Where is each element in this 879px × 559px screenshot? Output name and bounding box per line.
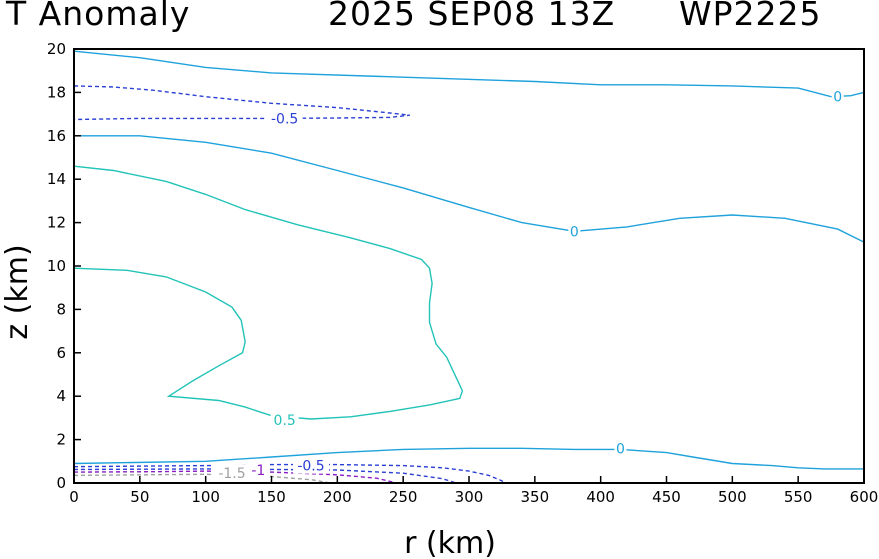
plot-frame [73, 48, 865, 484]
contour-line [74, 468, 457, 483]
contour-line [74, 85, 410, 121]
x-tick-label: 350 [521, 488, 550, 506]
storm-id-label: WP2225 [679, 0, 822, 33]
contour-label: -0.5 [271, 111, 298, 127]
contour-label-bg [831, 87, 844, 105]
x-tick-label: 450 [652, 488, 681, 506]
contour-label-bg [568, 222, 581, 240]
contour-line [74, 165, 464, 420]
x-tick-label: 500 [718, 488, 747, 506]
contour-line [74, 135, 864, 243]
x-axis: 0 50 100 150 200 250 300 350 400 450 500 550 600 [69, 476, 878, 506]
y-tick-label: 8 [56, 300, 66, 318]
x-tick-label: 100 [191, 488, 220, 506]
contour-label-bg [293, 456, 329, 474]
contour-label-bg [266, 109, 303, 127]
y-tick-label: 20 [47, 40, 66, 58]
contour-line [74, 50, 864, 98]
contour-line [74, 463, 506, 483]
y-axis: 0 2 4 6 8 10 12 14 16 18 20 [47, 40, 81, 492]
contour-label: -0.5 [297, 459, 324, 475]
y-tick-label: 2 [56, 431, 66, 449]
x-tick-label: 0 [69, 488, 79, 506]
contour-label: 0 [570, 224, 579, 240]
y-axis-title: z (km) [0, 244, 35, 339]
x-tick-label: 200 [323, 488, 352, 506]
y-tick-label: 16 [47, 127, 66, 145]
contour-label: 0 [833, 90, 842, 106]
x-tick-label: 50 [130, 488, 149, 506]
y-tick-label: 4 [56, 387, 66, 405]
contour-label-bg [614, 439, 627, 457]
contour-label: 0.5 [274, 413, 296, 429]
x-tick-label: 550 [784, 488, 813, 506]
y-tick-label: 6 [56, 344, 66, 362]
contour-line [74, 447, 864, 470]
contour-label: 0 [616, 441, 625, 457]
y-tick-label: 0 [56, 474, 66, 492]
contours-layer [74, 50, 864, 483]
contour-label: -1.5 [218, 466, 245, 482]
x-tick-label: 250 [389, 488, 418, 506]
contour-label: -1 [251, 463, 265, 479]
contour-line [74, 473, 331, 483]
contour-labels-layer: 0 0 0 0.5 -0.5 -0.5 -1 -1.5 [214, 87, 844, 482]
chart-title: T Anomaly [6, 0, 191, 33]
datetime-label: 2025 SEP08 13Z [328, 0, 616, 33]
contour-label-bg [270, 411, 299, 429]
contour-label-bg [248, 460, 269, 478]
y-tick-label: 12 [47, 214, 66, 232]
x-tick-label: 400 [586, 488, 615, 506]
contour-label-bg [214, 464, 250, 482]
y-tick-label: 14 [47, 170, 66, 188]
x-tick-label: 300 [455, 488, 484, 506]
contour-line [74, 470, 397, 483]
y-tick-label: 10 [47, 257, 66, 275]
x-axis-title: r (km) [404, 526, 496, 559]
x-tick-label: 600 [850, 488, 879, 506]
x-tick-label: 150 [257, 488, 286, 506]
y-tick-label: 18 [47, 83, 66, 101]
